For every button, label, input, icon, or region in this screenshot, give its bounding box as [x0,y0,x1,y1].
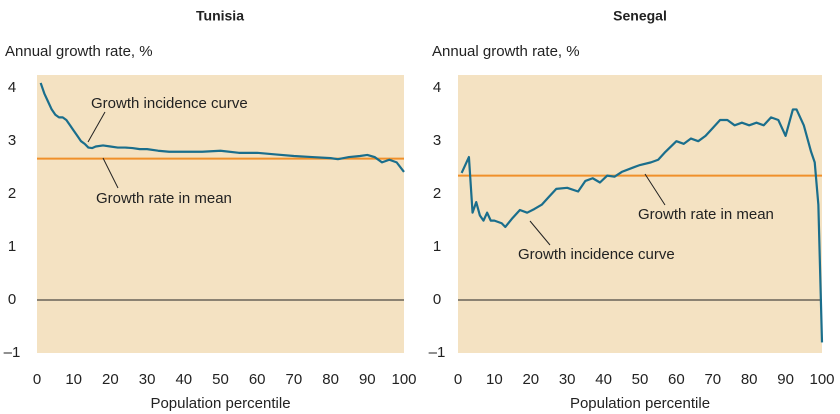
y-tick-label: –1 [4,344,21,361]
y-tick-label: 3 [8,132,16,149]
y-tick-label: 1 [433,238,441,255]
x-tick-label: 80 [741,371,758,388]
x-tick-label: 20 [102,371,119,388]
y-tick-label: 1 [8,238,16,255]
y-tick-label: 4 [433,79,441,96]
chart-title: Senegal [613,8,667,24]
growth-incidence-curve [39,82,405,173]
x-tick-label: 100 [809,371,834,388]
y-axis-label: Annual growth rate, % [5,43,153,60]
annotation: Growth rate in mean [96,190,232,207]
x-tick-label: 50 [212,371,229,388]
x-tick-label: 20 [522,371,539,388]
annotation: Growth incidence curve [91,95,248,112]
plot-background [458,75,822,353]
x-tick-label: 90 [777,371,794,388]
x-tick-label: 70 [286,371,303,388]
annotation-leader [102,157,119,189]
x-tick-label: 10 [65,371,82,388]
x-axis-label: Population percentile [570,395,710,412]
x-tick-label: 40 [595,371,612,388]
annotation-leader [87,111,106,143]
x-tick-label: 100 [391,371,416,388]
plot-background [37,75,404,353]
x-tick-label: 0 [33,371,41,388]
x-tick-label: 70 [704,371,721,388]
y-tick-label: 2 [8,185,16,202]
x-tick-label: 50 [632,371,649,388]
chart-title: Tunisia [196,8,244,24]
annotation-leader [644,173,666,206]
x-tick-label: 10 [486,371,503,388]
x-tick-label: 80 [322,371,339,388]
y-tick-label: 0 [8,291,16,308]
x-tick-label: 90 [359,371,376,388]
x-tick-label: 60 [249,371,266,388]
x-tick-label: 40 [175,371,192,388]
x-tick-label: 60 [668,371,685,388]
annotation: Growth rate in mean [638,206,774,223]
annotation-leader [529,220,551,246]
y-axis-label: Annual growth rate, % [432,43,580,60]
x-tick-label: 30 [559,371,576,388]
y-tick-label: 0 [433,291,441,308]
x-tick-label: 0 [454,371,462,388]
y-tick-label: 3 [433,132,441,149]
y-tick-label: 4 [8,79,16,96]
x-axis-label: Population percentile [150,395,290,412]
growth-incidence-curve [460,108,824,343]
annotation: Growth incidence curve [518,246,675,263]
x-tick-label: 30 [139,371,156,388]
y-tick-label: 2 [433,185,441,202]
y-tick-label: –1 [429,344,446,361]
